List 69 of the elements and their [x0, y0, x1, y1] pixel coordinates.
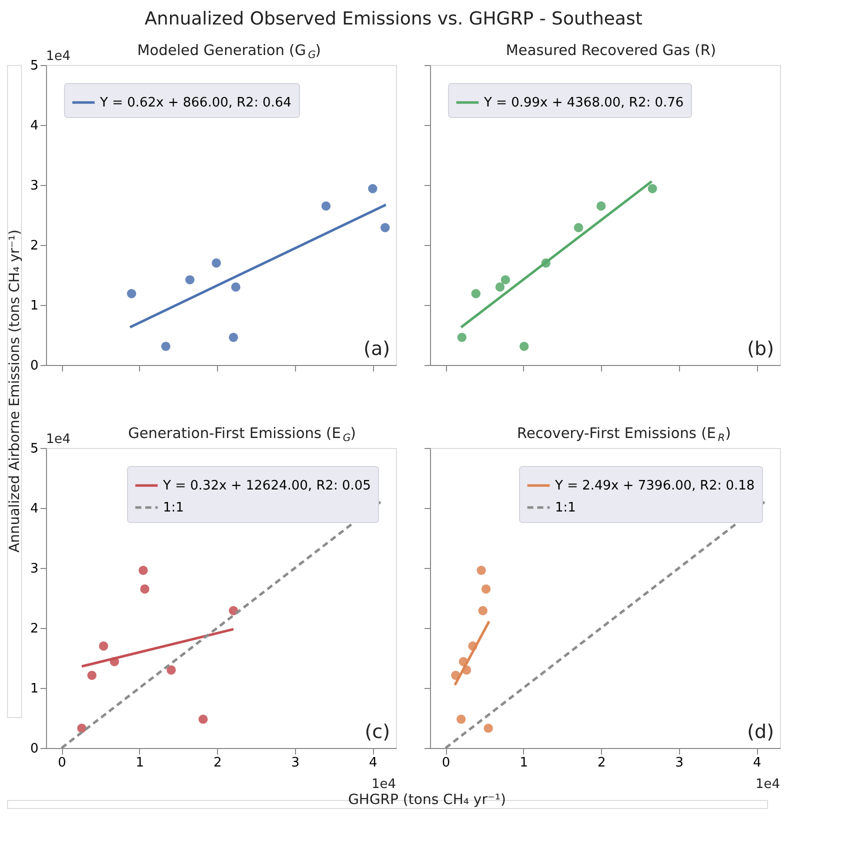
- point: [484, 724, 493, 733]
- y-tick-label: 1: [30, 682, 38, 696]
- point: [380, 223, 390, 232]
- point: [648, 184, 658, 194]
- point: [495, 282, 505, 292]
- x-tick-label: 4: [753, 756, 762, 770]
- y-tick-label: 3: [30, 178, 38, 194]
- legend-label: Y = 0.99x + 4368.00, R2: 0.76: [483, 96, 684, 110]
- chart-title: Measured Recovered Gas (R): [506, 43, 716, 59]
- point: [478, 606, 488, 616]
- y-tick-label: 1: [30, 298, 38, 314]
- y-tick-label: 0: [30, 358, 38, 374]
- text: Annualized Observed Emissions vs. GHGRP - Southeast: [144, 8, 642, 30]
- text: 1e4: [755, 777, 780, 792]
- annotation: (d): [747, 721, 774, 743]
- point: [185, 275, 194, 284]
- point: [228, 332, 238, 342]
- y-tick-label: 2: [30, 238, 38, 254]
- point: [198, 714, 208, 724]
- point: [87, 670, 96, 680]
- point: [138, 566, 148, 575]
- x-tick-label: 3: [291, 756, 300, 770]
- point: [140, 584, 150, 594]
- x-axis-title: GHGRP (tons CH₄ yr⁻¹): [348, 792, 506, 808]
- x-tick-label: 1: [136, 756, 144, 770]
- text: 1e4: [46, 432, 71, 447]
- point: [161, 342, 170, 351]
- y-tick-label: 5: [30, 442, 38, 456]
- annotation: (a): [364, 338, 390, 360]
- point: [457, 332, 466, 342]
- y-axis-title: Annualized Airborne Emissions (tons CH₄ yr⁻¹): [7, 229, 23, 553]
- legend-label: 1:1: [555, 500, 576, 516]
- x-tick-label: 2: [213, 756, 222, 770]
- point: [212, 258, 221, 268]
- annotation: (c): [364, 721, 390, 743]
- point: [321, 201, 331, 211]
- annotation: (b): [747, 338, 774, 360]
- point: [231, 282, 240, 292]
- x-tick-label: 2: [597, 756, 606, 770]
- point: [456, 714, 466, 724]
- y-tick-label: 0: [30, 742, 38, 756]
- x-tick-label: 0: [442, 756, 450, 770]
- x-tick-label: 1: [520, 756, 528, 770]
- point: [476, 566, 486, 575]
- x-tick-label: 4: [369, 756, 378, 770]
- legend-label: Y = 0.32x + 12624.00, R2: 0.05: [162, 478, 371, 494]
- point: [500, 275, 510, 284]
- point: [471, 289, 480, 298]
- point: [228, 606, 238, 616]
- legend-label: Y = 0.62x + 866.00, R2: 0.64: [99, 96, 292, 110]
- x-tick-label: 3: [675, 756, 684, 770]
- text: 1e4: [371, 777, 396, 792]
- y-tick-label: 5: [30, 58, 38, 74]
- x-tick-label: 0: [58, 756, 66, 770]
- text: 1e4: [46, 49, 71, 64]
- point: [520, 342, 529, 351]
- y-tick-label: 4: [30, 502, 38, 516]
- point: [574, 223, 584, 232]
- point: [368, 184, 378, 194]
- legend-label: Y = 2.49x + 7396.00, R2: 0.18: [554, 478, 755, 494]
- point: [481, 584, 491, 594]
- y-tick-label: 2: [30, 622, 38, 636]
- y-tick-label: 4: [30, 118, 38, 134]
- point: [126, 289, 136, 298]
- y-tick-label: 3: [30, 562, 38, 576]
- point: [596, 201, 606, 211]
- legend-label: 1:1: [163, 500, 184, 516]
- point: [166, 665, 176, 675]
- point: [98, 641, 108, 651]
